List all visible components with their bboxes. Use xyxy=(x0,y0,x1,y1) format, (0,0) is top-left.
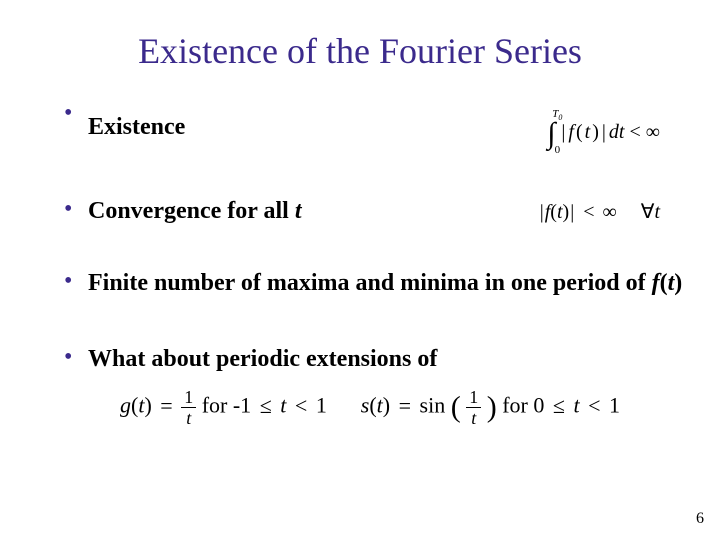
slide-content: Existence of the Fourier Series Existenc… xyxy=(0,0,720,427)
formula-g: g(t) = 1 t for -1 ≤ t < 1 xyxy=(120,388,327,427)
bullet-text: Existence xyxy=(88,112,185,142)
slide-title: Existence of the Fourier Series xyxy=(60,30,660,72)
bullet-periodic: What about periodic extensions of xyxy=(60,344,660,374)
bullet-text: Finite number of maxima and minima in on… xyxy=(88,268,682,298)
page-number: 6 xyxy=(696,510,704,528)
bullet-text: What about periodic extensions of xyxy=(88,344,437,374)
bullet-text: Convergence for all t xyxy=(88,196,302,226)
formula-s: s(t) = sin ( 1 t ) for 0 ≤ t < 1 xyxy=(361,388,620,427)
formula-convergence: |f(t)| < ∞ ∀t xyxy=(539,199,660,224)
bullet-convergence: Convergence for all t |f(t)| < ∞ ∀t xyxy=(60,196,660,226)
bottom-formulas: g(t) = 1 t for -1 ≤ t < 1 s(t) = sin ( 1… xyxy=(60,388,660,427)
bullet-finite: Finite number of maxima and minima in on… xyxy=(60,268,660,298)
bullet-existence: Existence T0 ∫ 0 |f(t)| dt < ∞ xyxy=(60,100,660,154)
bullet-list: Existence T0 ∫ 0 |f(t)| dt < ∞ xyxy=(60,100,660,374)
formula-existence: T0 ∫ 0 |f(t)| dt < ∞ xyxy=(546,100,660,154)
